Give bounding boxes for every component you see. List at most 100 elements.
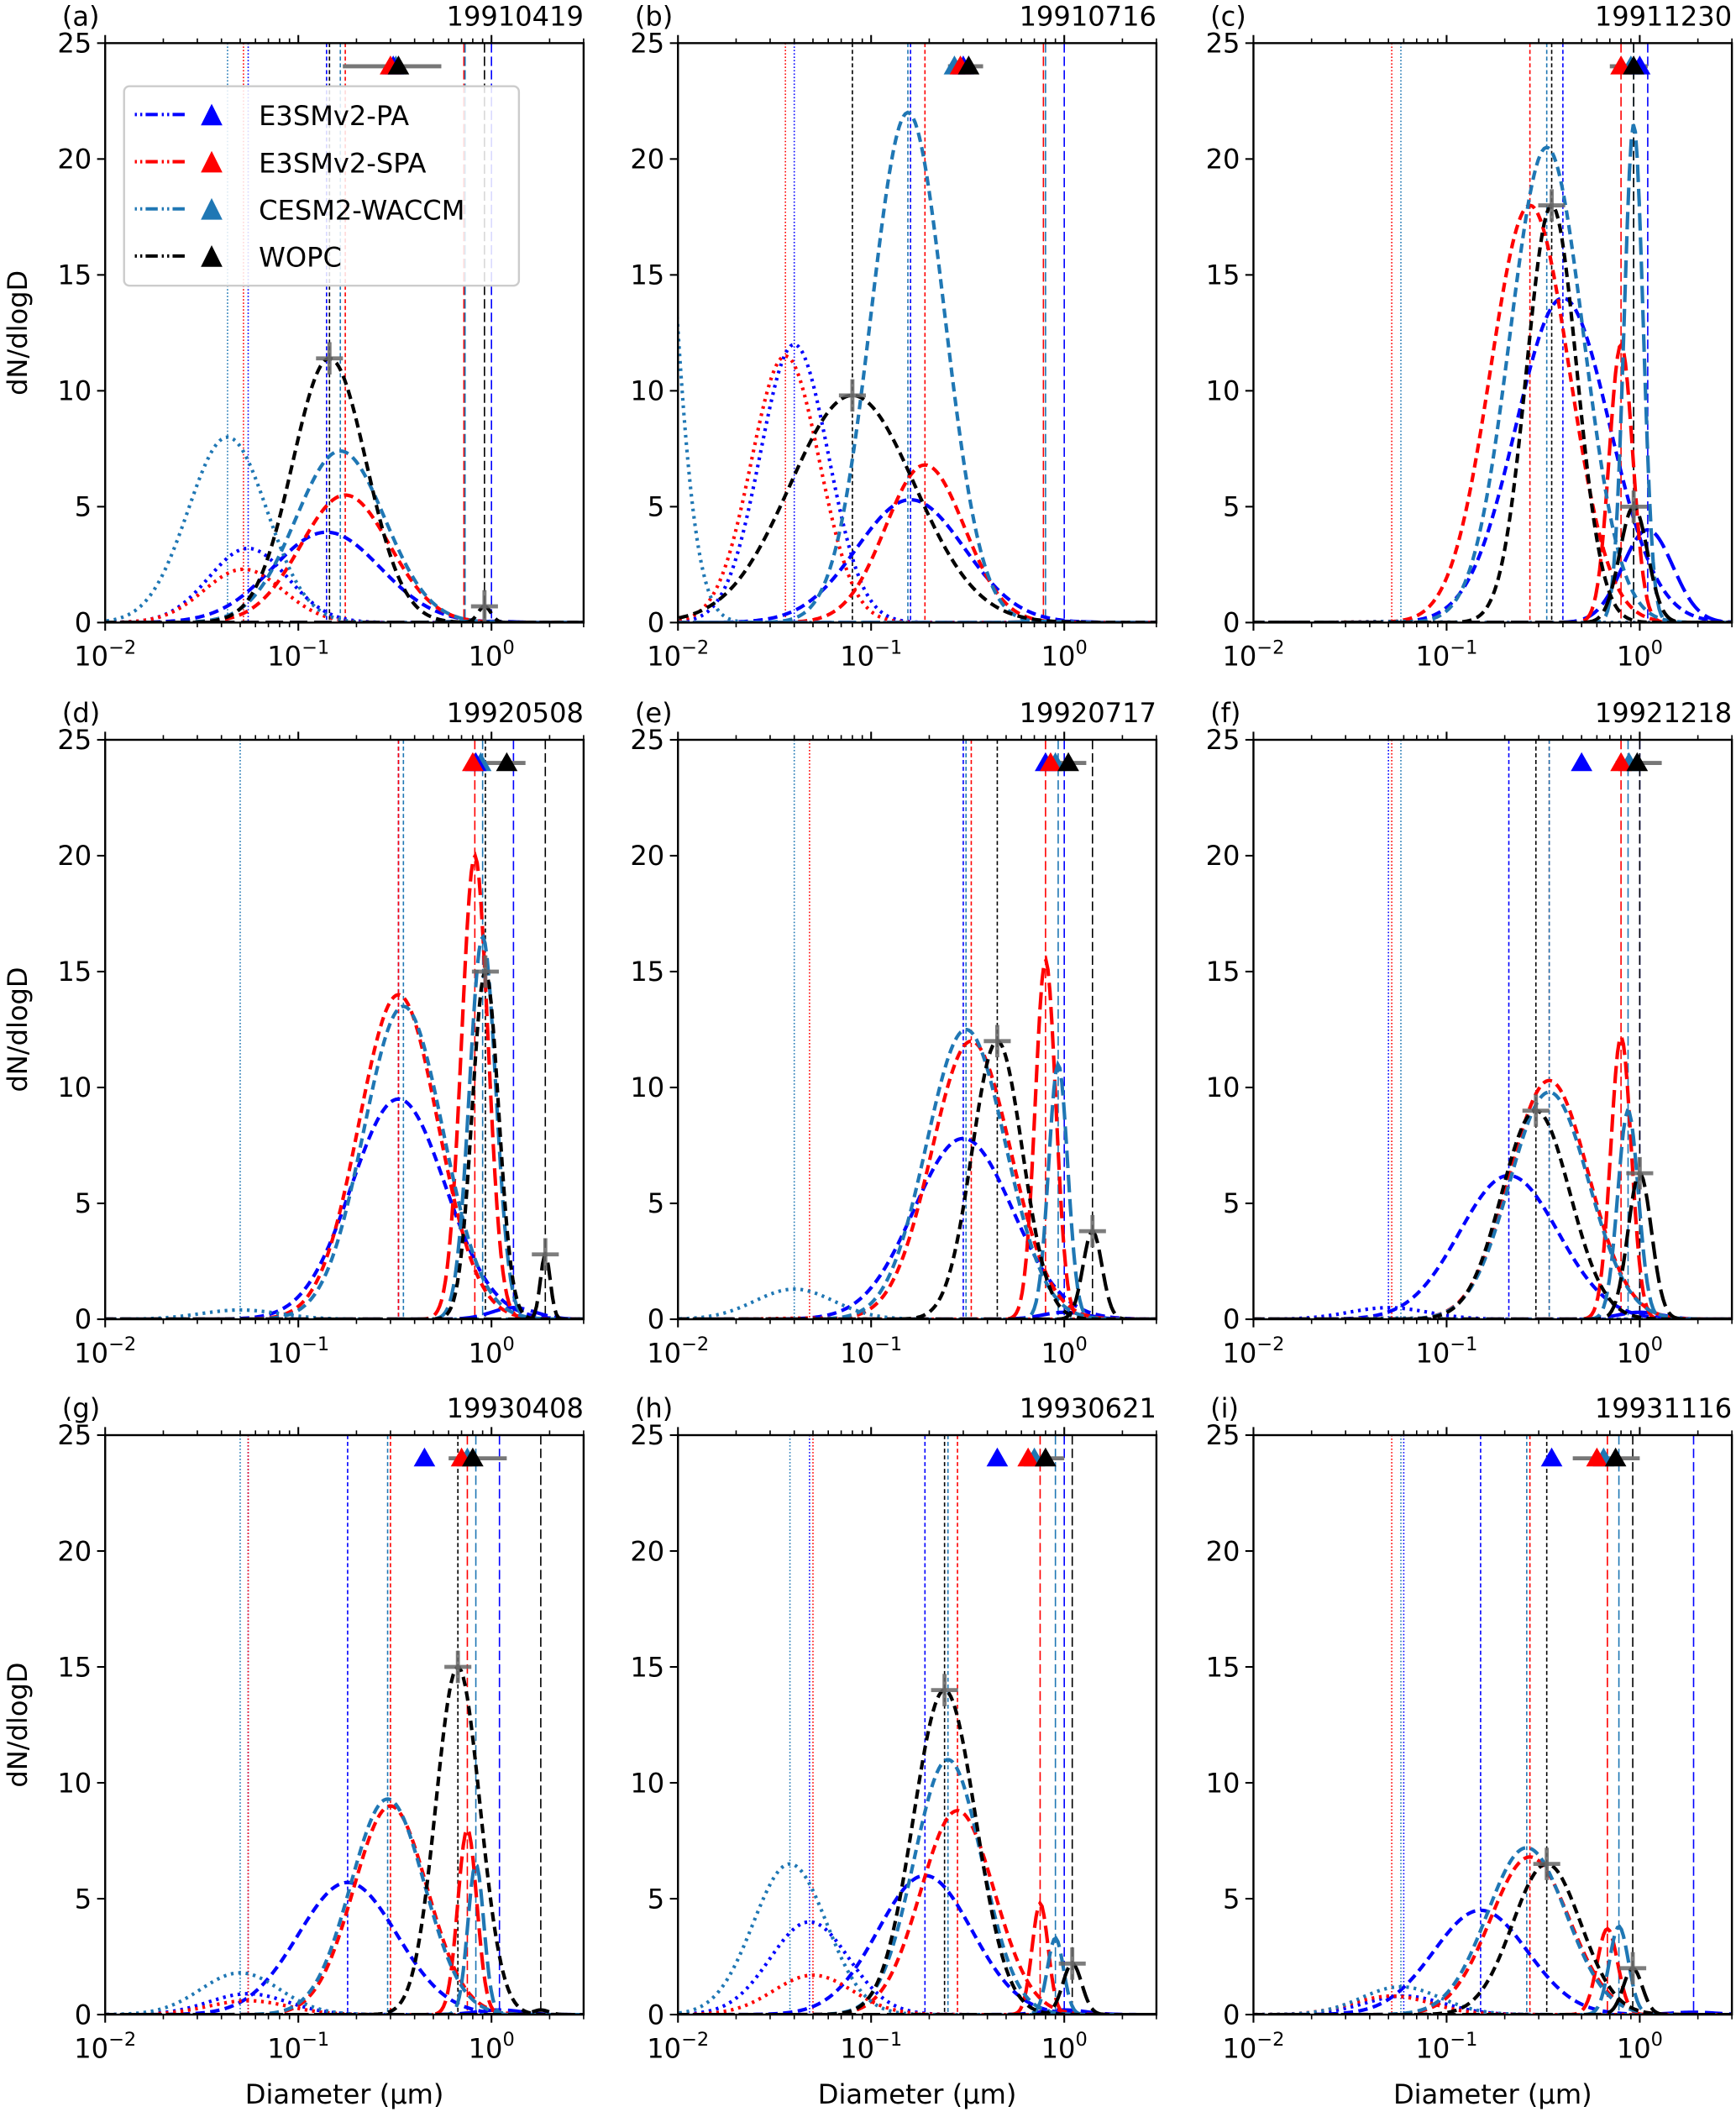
y-tick-label: 20 xyxy=(57,1535,92,1567)
y-tick-label: 10 xyxy=(57,1072,92,1103)
x-tick-label: 10−1 xyxy=(840,2029,902,2064)
size-distribution-aitken-curve xyxy=(678,1973,1156,2015)
size-distribution-accumulation-curve xyxy=(1253,1108,1733,1320)
triangle-marker-e3smv2-spa xyxy=(1586,1447,1608,1467)
plot-area xyxy=(678,1435,1156,2015)
y-tick-label: 25 xyxy=(1206,1419,1240,1451)
y-tick-label: 0 xyxy=(648,607,664,639)
size-distribution-aitken-curve xyxy=(678,301,1156,623)
y-tick-label: 5 xyxy=(1223,1187,1240,1219)
x-tick-label: 100 xyxy=(1617,637,1663,672)
y-tick-label: 10 xyxy=(1206,1767,1240,1799)
y-tick-label: 5 xyxy=(1223,1883,1240,1915)
y-tick-label: 25 xyxy=(1206,28,1240,60)
size-distribution-coarse-curve xyxy=(678,955,1156,1320)
x-tick-label: 10−1 xyxy=(267,637,329,672)
panel-date: 19910419 xyxy=(447,0,584,32)
axes-frame xyxy=(677,738,1158,1321)
size-distribution-coarse-curve xyxy=(105,1306,584,1320)
x-tick-exponent: 0 xyxy=(502,1334,514,1355)
size-distribution-accumulation-curve xyxy=(678,1873,1156,2015)
x-tick-exponent: −1 xyxy=(302,1334,329,1355)
y-tick-label: 20 xyxy=(630,1535,664,1567)
x-tick-label: 100 xyxy=(469,2029,515,2064)
x-tick-exponent: −1 xyxy=(874,637,902,658)
x-tick-exponent: 0 xyxy=(1651,637,1663,658)
x-tick-label: 10−1 xyxy=(840,637,902,672)
x-tick-base: 10 xyxy=(267,1337,302,1369)
axes-frame xyxy=(677,42,1158,624)
plot-area xyxy=(1253,739,1733,1320)
size-distribution-coarse-curve xyxy=(105,1252,584,1320)
triangle-marker-wopc xyxy=(1626,752,1649,772)
size-distribution-accumulation-curve xyxy=(1253,203,1733,623)
y-tick-label: 25 xyxy=(630,28,664,60)
x-tick-base: 10 xyxy=(267,2032,302,2064)
size-distribution-accumulation-curve xyxy=(678,1688,1156,2015)
legend-item-e3smv2-spa: E3SMv2-SPA xyxy=(134,147,427,179)
size-distribution-accumulation-curve xyxy=(105,1004,584,1320)
axes-frame xyxy=(104,1433,585,2016)
y-tick-label: 15 xyxy=(630,259,664,291)
size-distribution-coarse-curve xyxy=(105,851,584,1320)
size-distribution-accumulation-curve xyxy=(1253,203,1733,623)
size-distribution-accumulation-curve xyxy=(105,1097,584,1320)
y-tick-label: 5 xyxy=(648,491,664,523)
legend-label: E3SMv2-PA xyxy=(259,100,409,132)
x-tick-label: 10−1 xyxy=(1415,2029,1477,2064)
x-tick-base: 10 xyxy=(647,641,681,673)
panel-date: 19911230 xyxy=(1595,0,1732,32)
panel-date: 19920717 xyxy=(1020,697,1156,729)
size-distribution-accumulation-curve xyxy=(105,1797,584,2015)
x-tick-label: 100 xyxy=(1041,2029,1088,2064)
size-distribution-aitken-curve xyxy=(678,354,1156,623)
y-tick-label: 10 xyxy=(57,1767,92,1799)
size-distribution-aitken-curve xyxy=(678,343,1156,623)
x-tick-base: 10 xyxy=(647,2032,681,2064)
x-tick-base: 10 xyxy=(1222,641,1256,673)
legend-label: CESM2-WACCM xyxy=(259,195,464,227)
x-tick-base: 10 xyxy=(469,641,503,673)
y-tick-label: 0 xyxy=(75,607,92,639)
panel-label: (i) xyxy=(1210,1392,1239,1424)
y-tick-label: 0 xyxy=(648,1303,664,1335)
size-distribution-accumulation-curve xyxy=(678,498,1156,623)
y-tick-label: 0 xyxy=(75,1999,92,2031)
x-tick-exponent: −1 xyxy=(1450,2029,1477,2051)
size-distribution-accumulation-curve xyxy=(678,1027,1156,1320)
panel-label: (f) xyxy=(1210,697,1240,729)
size-distribution-accumulation-curve xyxy=(105,993,584,1320)
x-tick-label: 10−2 xyxy=(74,2029,136,2064)
y-tick-label: 0 xyxy=(1223,1303,1240,1335)
axes-frame xyxy=(104,42,585,624)
x-tick-base: 10 xyxy=(1041,2032,1076,2064)
legend-triangle-handle xyxy=(201,103,223,126)
x-tick-label: 100 xyxy=(469,637,515,672)
y-axis-label: dN/dlogD xyxy=(2,967,34,1092)
y-tick-label: 10 xyxy=(1206,375,1240,407)
size-distribution-accumulation-curve xyxy=(1253,1855,1733,2015)
size-distribution-aitken-curve xyxy=(678,1862,1156,2015)
legend-item-e3smv2-pa: E3SMv2-PA xyxy=(134,100,409,132)
triangle-marker-wopc xyxy=(1035,1447,1057,1467)
size-distribution-aitken-curve xyxy=(678,1287,1156,1320)
y-tick-label: 20 xyxy=(1206,840,1240,872)
axes-frame xyxy=(677,1433,1158,2016)
legend-item-cesm2-waccm: CESM2-WACCM xyxy=(134,195,464,227)
size-distribution-accumulation-curve xyxy=(1253,1846,1733,2015)
y-tick-label: 5 xyxy=(75,1883,92,1915)
size-distribution-coarse-curve xyxy=(678,1900,1156,2015)
x-tick-base: 10 xyxy=(1617,1337,1651,1369)
legend-triangle-handle xyxy=(201,197,223,220)
y-tick-label: 0 xyxy=(1223,1999,1240,2031)
x-tick-exponent: −1 xyxy=(1450,1334,1477,1355)
y-tick-label: 25 xyxy=(57,724,92,756)
size-distribution-coarse-curve xyxy=(678,1962,1156,2015)
x-tick-exponent: −2 xyxy=(681,637,709,658)
panel-label: (a) xyxy=(62,0,100,32)
panel-label: (b) xyxy=(635,0,673,32)
y-tick-label: 20 xyxy=(1206,144,1240,176)
y-tick-label: 15 xyxy=(1206,259,1240,291)
